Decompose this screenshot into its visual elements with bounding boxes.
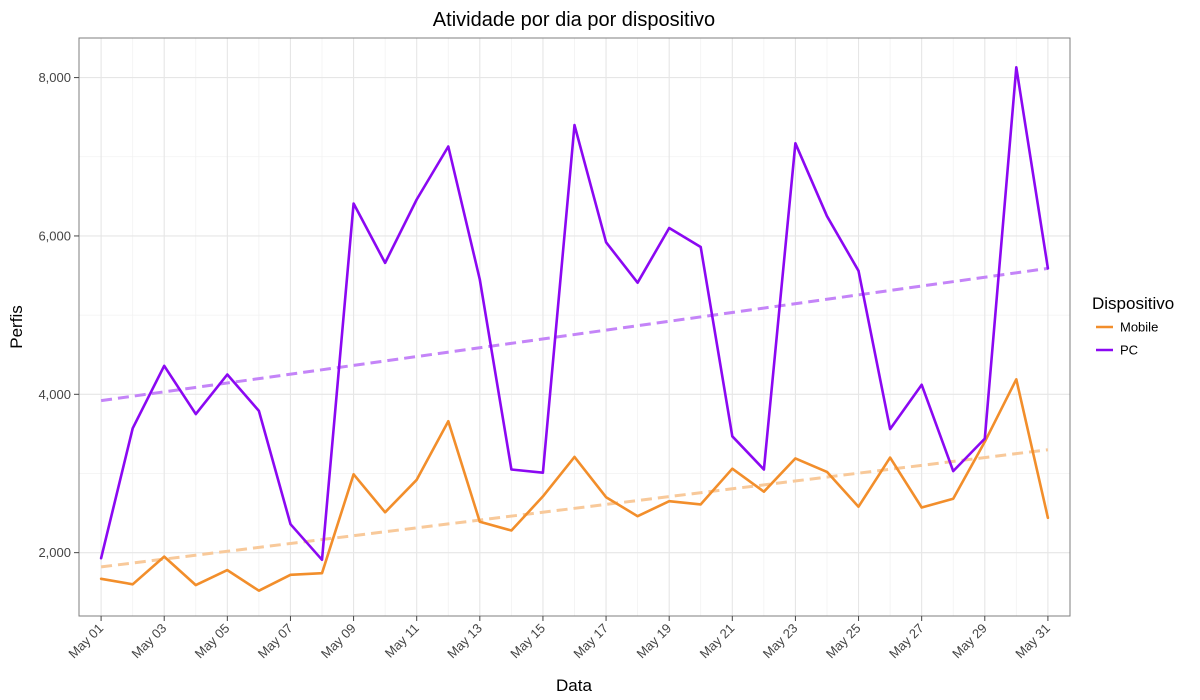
x-tick-label: May 09 — [318, 621, 359, 662]
legend-label-mobile: Mobile — [1120, 320, 1158, 335]
x-tick-label: May 23 — [760, 621, 801, 662]
x-tick-label: May 19 — [634, 621, 675, 662]
legend: Dispositivo Mobile PC — [1092, 294, 1174, 358]
x-tick-label: May 11 — [382, 621, 422, 661]
trend-line-mobile — [100, 448, 1049, 569]
x-axis-title: Data — [556, 676, 592, 695]
x-tick-label: May 31 — [1012, 621, 1053, 662]
x-axis: May 01 May 03 May 05 May 07 May 09 May 11 May … — [65, 616, 1053, 661]
series-lines — [99, 66, 1050, 593]
legend-title: Dispositivo — [1092, 294, 1174, 313]
x-tick-label: May 25 — [823, 621, 864, 662]
legend-label-pc: PC — [1120, 343, 1138, 358]
x-tick-label: May 13 — [444, 621, 485, 662]
series-line-pc — [99, 66, 1050, 562]
y-tick-label: 4,000 — [38, 387, 71, 402]
x-tick-label: May 17 — [570, 621, 611, 662]
x-tick-label: May 29 — [949, 621, 990, 662]
y-tick-label: 8,000 — [38, 70, 71, 85]
y-axis-title: Perfis — [7, 305, 26, 348]
x-tick-label: May 05 — [192, 621, 233, 662]
y-axis: 2,000 4,000 6,000 8,000 — [38, 70, 79, 560]
plot-panel — [78, 37, 1071, 617]
x-tick-label: May 01 — [65, 621, 106, 662]
x-tick-label: May 07 — [255, 621, 296, 662]
y-tick-label: 2,000 — [38, 545, 71, 560]
x-tick-label: May 21 — [697, 621, 738, 662]
x-tick-label: May 15 — [507, 621, 548, 662]
trend-line-pc — [100, 266, 1049, 403]
x-tick-label: May 03 — [129, 621, 170, 662]
chart-title: Atividade por dia por dispositivo — [433, 9, 715, 31]
y-tick-label: 6,000 — [38, 228, 71, 243]
series-line-mobile — [99, 377, 1050, 593]
x-tick-label: May 27 — [886, 621, 927, 662]
trend-lines — [100, 266, 1049, 569]
